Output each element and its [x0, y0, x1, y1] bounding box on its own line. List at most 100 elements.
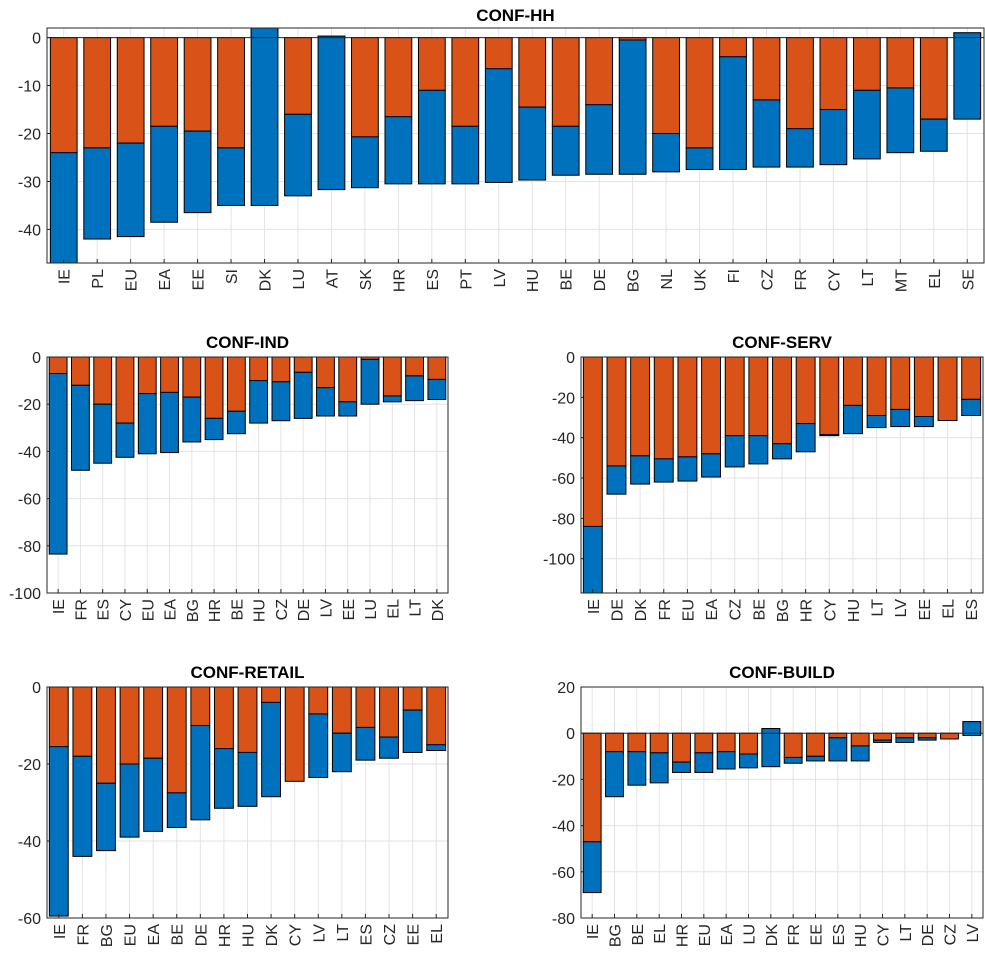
bar-segment [783, 732, 803, 758]
bar-segment [748, 435, 769, 465]
x-tick-label: DK [764, 924, 781, 947]
x-tick-label: CZ [728, 599, 745, 621]
axes-box [46, 27, 985, 264]
bar-segment [677, 357, 698, 458]
axes-box [46, 686, 449, 919]
x-tick-label: LU [291, 269, 308, 289]
bar-segment [261, 701, 282, 798]
x-tick-label: EL [927, 269, 944, 289]
x-tick-label: LU [363, 599, 380, 619]
bar-segment [426, 744, 447, 752]
x-tick-label: ES [425, 269, 442, 290]
bar-segment [913, 416, 934, 428]
x-tick-label: PL [90, 269, 107, 289]
subplot: 20 0 -20 -40 -60 -80 IE BG BE EL HR EU EA LU DK FR EE ES H… [552, 663, 984, 947]
x-tick-label: EU [140, 599, 157, 621]
bar-segment [137, 393, 157, 455]
bars [49, 28, 982, 263]
axes-box [46, 356, 449, 594]
bar-segment [261, 687, 282, 703]
bar-segment [685, 147, 714, 170]
bar-segment [72, 755, 93, 857]
x-tick-label: ES [96, 599, 113, 620]
bar-segment [316, 357, 335, 389]
bar-segment [402, 687, 423, 711]
bar-segment [96, 687, 116, 784]
y-tick-label: -100 [9, 586, 41, 603]
x-tick-label: FR [786, 924, 803, 945]
bar-segment [739, 753, 758, 769]
x-tick-label: BE [751, 599, 768, 620]
bar-segment [672, 761, 691, 773]
bar-segment [115, 422, 135, 458]
x-tick-label: LV [318, 599, 335, 618]
x-tick-label: SK [358, 269, 375, 291]
bar-segment [606, 357, 627, 467]
y-tick-label: -80 [18, 539, 41, 556]
x-tick-label: DK [430, 599, 447, 622]
x-tick-label: AT [324, 269, 341, 288]
bar-segment [913, 357, 934, 418]
y-tick-label: -20 [18, 127, 41, 144]
y-tick-label: 0 [566, 350, 575, 367]
bar-segment [137, 357, 157, 395]
x-tick-label: HR [217, 924, 234, 947]
bar-segment [752, 99, 781, 168]
bar-segment [119, 763, 140, 838]
bar-segment [331, 732, 352, 773]
bar-segment [119, 687, 140, 765]
bar-segment [582, 525, 603, 593]
y-tick-label: -60 [552, 865, 575, 882]
x-tick-label: EE [406, 924, 423, 945]
x-tick-label: HU [241, 924, 258, 947]
bar-segment [919, 37, 948, 120]
y-tick-label: -10 [18, 79, 41, 96]
bar-segment [182, 357, 202, 398]
bar-segment [873, 732, 892, 741]
bar-segment [649, 732, 669, 754]
x-tick-label: CY [826, 269, 843, 292]
bar-segment [451, 37, 480, 127]
bar-segment [72, 687, 93, 757]
y-tick-label: -40 [18, 834, 41, 851]
bar-segment [919, 118, 948, 152]
y-tick-label: -100 [543, 552, 575, 569]
x-tick-label: ES [358, 924, 375, 945]
bar-segment [284, 37, 312, 115]
bar-segment [627, 732, 647, 753]
bar-segment [761, 728, 781, 768]
bars [48, 357, 447, 555]
bar-segment [160, 391, 179, 454]
bar-segment [250, 28, 279, 206]
x-tick-label: ES [964, 599, 981, 620]
x-tick-label: LT [860, 269, 877, 287]
bar-segment [316, 387, 335, 417]
y-tick-label: 20 [557, 680, 575, 697]
bar-segment [806, 732, 825, 757]
bar-segment [551, 125, 580, 176]
x-tick-label: EU [123, 924, 140, 946]
bar-segment [605, 751, 624, 798]
bar-segment [116, 37, 145, 144]
subplot: 0 -20 -40 -60 IE FR BG EU EA BE DE HR HU DK CY LV LT ES CZ… [18, 663, 449, 947]
bar-segment [271, 381, 291, 422]
bar-segment [116, 142, 145, 238]
x-tick-label: HR [391, 269, 408, 292]
x-tick-label: HR [799, 599, 816, 622]
x-tick-label: LV [311, 924, 328, 943]
x-tick-label: HR [207, 599, 224, 622]
bar-segment [940, 732, 959, 740]
axes-box [580, 686, 984, 919]
bar-segment [293, 371, 313, 419]
x-tick-label: EE [341, 599, 358, 620]
x-tick-label: LV [893, 599, 910, 618]
bar-segment [427, 357, 447, 380]
x-tick-label: LT [898, 924, 915, 942]
x-tick-label: FR [793, 269, 810, 290]
bar-segment [518, 37, 547, 108]
bar-segment [842, 404, 863, 435]
bar-segment [819, 357, 840, 436]
x-tick-label: FI [726, 269, 743, 283]
bar-segment [338, 357, 358, 403]
